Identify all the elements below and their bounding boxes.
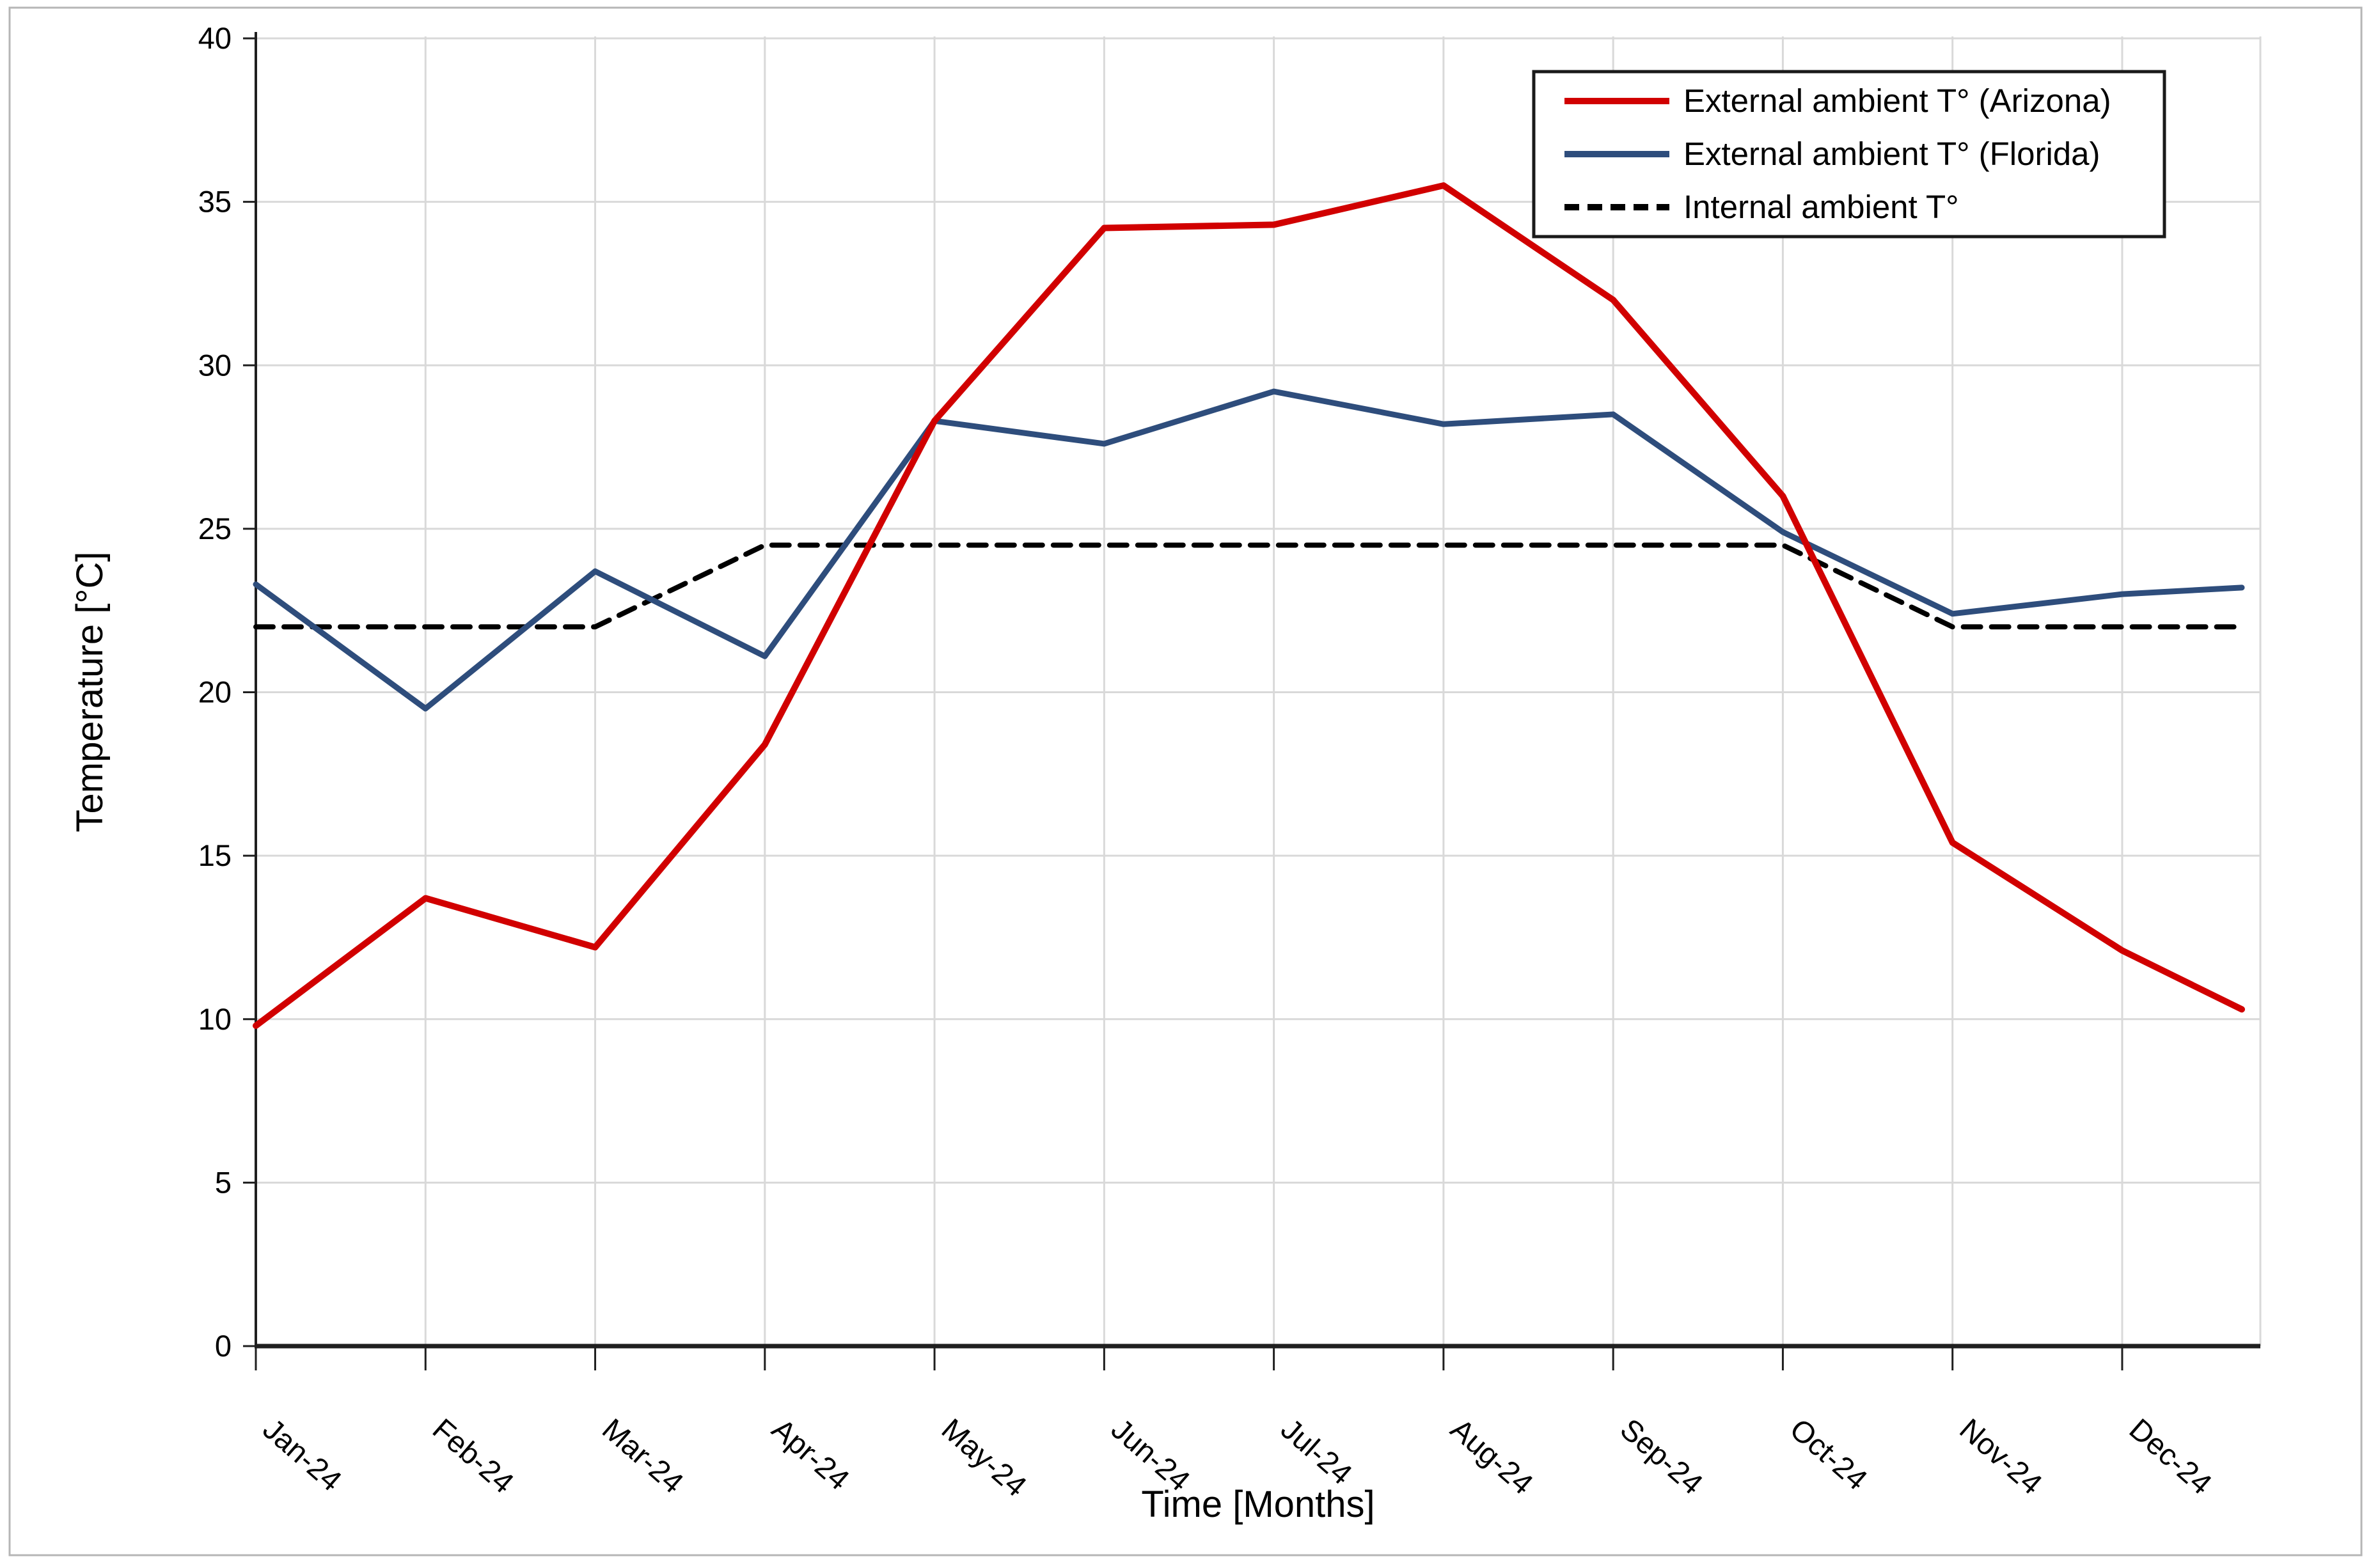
y-tick-label: 0 <box>215 1329 232 1363</box>
legend-item-label: Internal ambient T° <box>1683 189 1959 225</box>
legend-item-arizona: External ambient T° (Arizona) <box>1564 82 2111 119</box>
legend-item-internal: Internal ambient T° <box>1564 189 1959 225</box>
series-lines <box>253 182 2245 1029</box>
series-line-internal-ambient <box>253 542 2244 630</box>
x-axis-title: Time [Months] <box>1141 1484 1375 1525</box>
legend-item-label: External ambient T° (Florida) <box>1683 136 2100 172</box>
axes <box>243 32 2260 1370</box>
gridlines <box>256 36 2262 1346</box>
y-axis-title: Temperature [°C] <box>69 551 111 832</box>
y-tick-label: 10 <box>198 1002 232 1036</box>
y-tick-label: 20 <box>198 675 232 709</box>
y-tick-label: 40 <box>198 21 232 55</box>
series-line-external-ambient-florida <box>253 388 2245 712</box>
figure-border <box>8 6 2363 1556</box>
legend-item-florida: External ambient T° (Florida) <box>1564 136 2100 172</box>
legend: External ambient T° (Arizona) External a… <box>1532 70 2166 239</box>
series-line-external-ambient-arizona <box>253 182 2245 1029</box>
legend-item-label: External ambient T° (Arizona) <box>1683 82 2111 119</box>
y-tick-label: 15 <box>198 838 232 872</box>
y-tick-label: 5 <box>215 1165 232 1199</box>
y-tick-label: 30 <box>198 348 232 382</box>
y-tick-label: 25 <box>198 512 232 545</box>
y-tick-label: 35 <box>198 185 232 219</box>
